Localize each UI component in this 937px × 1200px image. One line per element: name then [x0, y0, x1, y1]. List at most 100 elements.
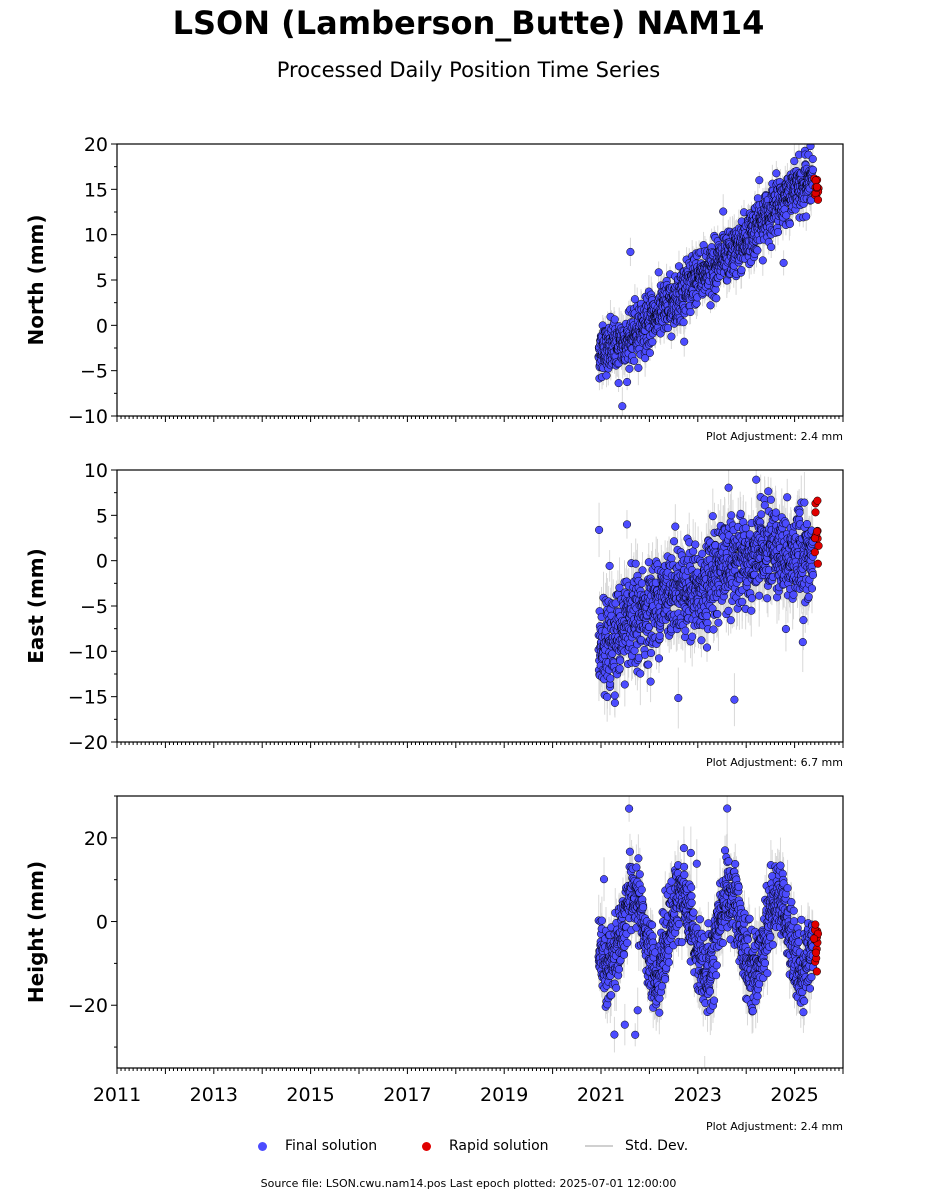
final-point: [648, 337, 657, 347]
final-point: [802, 212, 811, 221]
final-point: [697, 636, 706, 645]
final-point: [724, 606, 733, 615]
final-solution-points: [594, 144, 818, 411]
y-tick-label: −10: [68, 406, 108, 428]
chart-subtitle: Processed Daily Position Time Series: [276, 58, 661, 82]
final-point: [610, 315, 619, 324]
final-point: [644, 660, 653, 669]
final-point: [605, 561, 614, 570]
rapid-point: [811, 176, 820, 185]
panel-data: [594, 144, 823, 416]
final-point: [708, 512, 717, 521]
final-point: [610, 698, 619, 707]
final-point: [638, 566, 647, 575]
final-point: [622, 520, 632, 529]
final-point: [782, 211, 791, 220]
y-tick-label: 10: [84, 225, 108, 247]
final-point: [709, 625, 718, 634]
final-point: [616, 656, 625, 665]
final-point: [654, 268, 663, 277]
final-point: [663, 323, 672, 333]
final-point: [654, 654, 664, 663]
final-point: [630, 356, 639, 365]
final-point: [679, 318, 688, 327]
final-point: [625, 364, 634, 373]
final-point: [614, 379, 623, 388]
final-point: [691, 540, 700, 549]
final-point: [758, 256, 767, 265]
final-point: [630, 295, 639, 304]
final-point: [702, 611, 711, 620]
final-point: [706, 301, 715, 310]
final-point: [767, 242, 776, 252]
final-point: [646, 677, 655, 686]
final-point: [719, 207, 728, 216]
final-solution-points: [594, 475, 818, 707]
final-point: [626, 247, 635, 256]
final-point: [595, 525, 604, 534]
final-point: [689, 547, 698, 556]
final-point: [603, 692, 612, 702]
final-point: [790, 157, 799, 166]
final-point: [669, 537, 679, 546]
y-tick-label: 15: [84, 179, 108, 201]
final-point: [631, 559, 640, 568]
final-point: [680, 337, 689, 346]
rapid-point: [812, 182, 822, 191]
final-point: [713, 609, 722, 619]
x-ticks: [116, 416, 844, 422]
final-point: [785, 219, 794, 228]
rapid-solution-points: [810, 174, 823, 204]
final-point: [714, 618, 723, 627]
y-tick-label: 20: [84, 134, 108, 156]
y-axis-label: North (mm): [24, 214, 48, 345]
chart-title: LSON (Lamberson_Butte) NAM14: [172, 4, 765, 42]
final-point: [674, 262, 684, 271]
final-point: [618, 402, 627, 411]
final-point: [698, 549, 707, 558]
y-tick-label: 0: [96, 315, 108, 337]
final-point: [636, 669, 645, 678]
y-tick-label: 5: [96, 270, 108, 292]
final-point: [681, 626, 690, 635]
final-point: [736, 509, 745, 518]
final-point: [808, 154, 817, 164]
final-point: [610, 691, 619, 700]
final-point: [772, 169, 781, 178]
final-point: [808, 165, 818, 174]
final-point: [726, 616, 735, 625]
y-tick-label: −5: [80, 361, 108, 383]
final-point: [688, 632, 697, 641]
panel-data: [594, 470, 823, 729]
rapid-point: [813, 195, 823, 204]
final-point: [602, 371, 611, 380]
final-point: [655, 631, 664, 640]
final-point: [712, 294, 721, 303]
y-ticks: [111, 143, 117, 417]
final-point: [806, 144, 815, 151]
final-point: [615, 583, 624, 592]
final-point: [671, 522, 680, 531]
final-point: [620, 680, 629, 689]
final-point: [615, 664, 624, 673]
final-point: [647, 648, 656, 658]
final-point: [623, 377, 632, 387]
final-point: [667, 554, 676, 563]
final-point: [667, 332, 676, 341]
final-point: [634, 363, 643, 372]
final-point: [606, 674, 615, 683]
plot-adjustment-label: Plot Adjustment: 2.4 mm: [706, 430, 843, 443]
final-point: [753, 246, 762, 255]
final-point: [755, 176, 764, 185]
final-point: [644, 558, 653, 567]
final-point: [674, 693, 683, 703]
final-point: [645, 348, 654, 357]
panel-1: −10 −5 0 5 10 15 20 North (mm) Plot Adjustment: …: [24, 134, 844, 443]
final-point: [686, 307, 695, 317]
final-point: [730, 695, 739, 704]
final-point: [773, 228, 783, 237]
final-point: [727, 511, 736, 520]
final-point: [737, 266, 746, 275]
